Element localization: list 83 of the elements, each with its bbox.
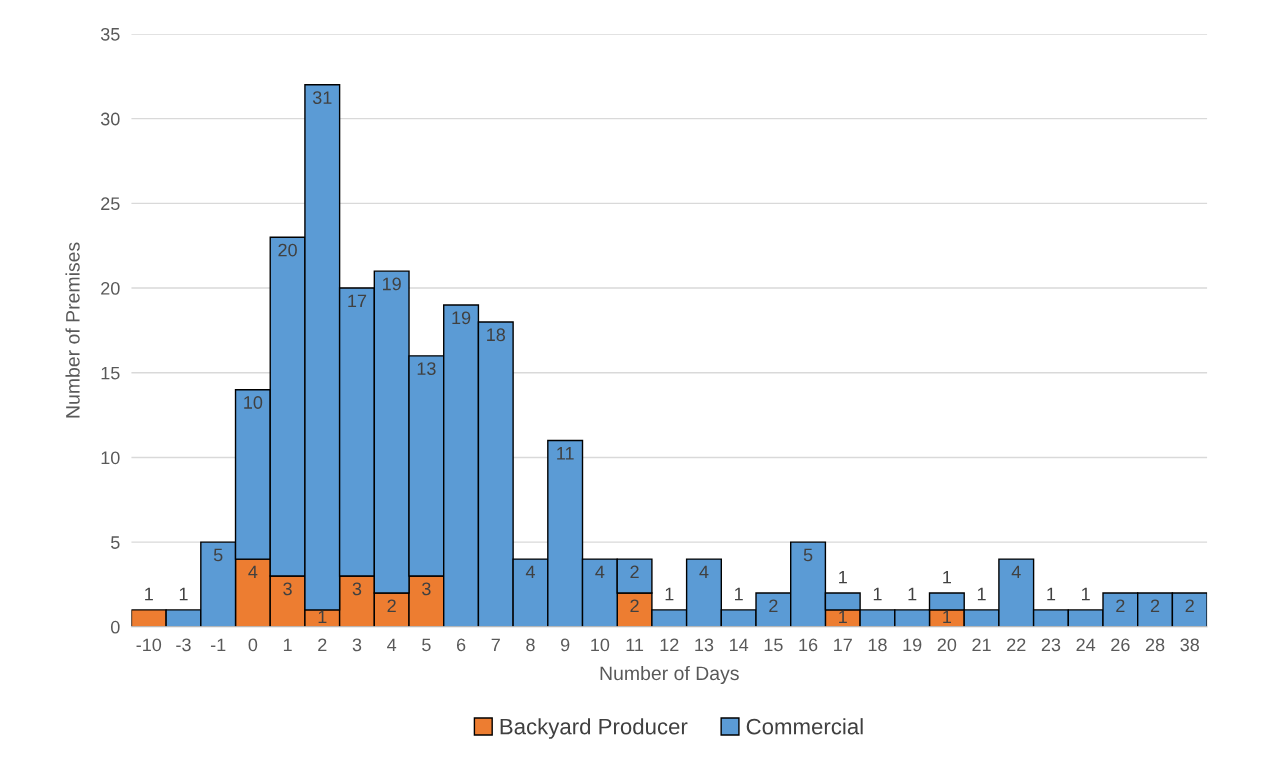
x-tick-label: 11 bbox=[626, 638, 644, 652]
x-tick-label: 38 bbox=[1180, 638, 1199, 652]
y-tick-label: 35 bbox=[100, 27, 120, 41]
x-tick-label: 12 bbox=[660, 638, 679, 652]
data-label: 2 bbox=[630, 565, 639, 579]
y-tick-label: 5 bbox=[111, 536, 120, 549]
data-label: 19 bbox=[383, 277, 401, 291]
data-label: 1 bbox=[943, 610, 951, 624]
y-axis-title: Number of Premises bbox=[65, 242, 80, 418]
data-label: 5 bbox=[213, 548, 223, 562]
y-tick-label: 20 bbox=[101, 282, 120, 295]
data-label: 1 bbox=[977, 587, 986, 601]
x-tick-label: 24 bbox=[1076, 638, 1096, 652]
data-label: 2 bbox=[387, 599, 396, 612]
x-tick-label: 10 bbox=[591, 638, 610, 652]
x-tick-label: 4 bbox=[387, 638, 397, 652]
x-tick-label: 2 bbox=[318, 638, 327, 652]
x-tick-label: 0 bbox=[248, 638, 258, 652]
x-tick-label: -10 bbox=[136, 638, 162, 652]
data-label: 2 bbox=[630, 599, 639, 612]
data-label: 2 bbox=[1185, 599, 1194, 612]
data-label: 4 bbox=[595, 565, 605, 579]
data-label: 1 bbox=[318, 610, 327, 624]
data-label: 19 bbox=[452, 311, 471, 325]
x-tick-label: 6 bbox=[456, 638, 466, 652]
data-label: 3 bbox=[422, 582, 431, 596]
x-tick-label: 8 bbox=[526, 638, 535, 652]
legend-label: Backyard Producer bbox=[500, 718, 688, 739]
data-label: 17 bbox=[348, 294, 367, 308]
x-tick-label: 16 bbox=[799, 638, 818, 652]
data-label: 2 bbox=[769, 599, 778, 612]
y-tick-label: 10 bbox=[101, 451, 120, 465]
x-tick-label: 5 bbox=[422, 638, 431, 652]
data-label: 11 bbox=[557, 447, 574, 460]
data-label: 13 bbox=[417, 362, 436, 376]
data-label: 1 bbox=[735, 587, 743, 601]
data-label: 1 bbox=[1082, 587, 1090, 601]
data-label: 3 bbox=[283, 582, 292, 596]
data-label: 1 bbox=[908, 587, 917, 601]
data-label: 5 bbox=[803, 548, 813, 562]
data-label: 4 bbox=[699, 565, 709, 579]
x-tick-label: 1 bbox=[283, 638, 292, 652]
data-label: 18 bbox=[487, 328, 506, 342]
data-label: 1 bbox=[1047, 587, 1056, 601]
x-tick-label: 23 bbox=[1041, 638, 1061, 652]
data-label: 3 bbox=[352, 582, 362, 596]
data-label: 1 bbox=[665, 587, 674, 601]
x-tick-label: 9 bbox=[560, 638, 570, 652]
x-tick-label: 3 bbox=[352, 638, 362, 652]
x-tick-label: 15 bbox=[764, 638, 783, 652]
y-tick-label: 30 bbox=[100, 112, 120, 126]
x-tick-label: 17 bbox=[834, 638, 852, 652]
data-label: 1 bbox=[145, 587, 153, 601]
data-label: 31 bbox=[312, 91, 332, 104]
x-tick-label: 7 bbox=[491, 638, 500, 652]
data-label: 2 bbox=[1116, 599, 1125, 612]
y-tick-label: 15 bbox=[101, 366, 120, 380]
x-tick-label: 22 bbox=[1007, 638, 1026, 652]
data-label: 2 bbox=[1150, 599, 1160, 612]
data-label: 4 bbox=[525, 565, 535, 579]
x-tick-label: 13 bbox=[695, 638, 714, 652]
x-tick-label: 21 bbox=[972, 638, 991, 652]
data-label: 1 bbox=[839, 610, 847, 624]
x-tick-label: 18 bbox=[868, 638, 887, 652]
data-label: 20 bbox=[278, 243, 297, 257]
data-label: 1 bbox=[839, 570, 847, 584]
x-tick-label: 14 bbox=[730, 638, 749, 652]
data-label: 4 bbox=[1011, 565, 1021, 579]
data-label: 10 bbox=[244, 396, 263, 409]
legend-label: Commercial bbox=[746, 718, 863, 735]
y-tick-label: 0 bbox=[110, 620, 120, 634]
data-label: 4 bbox=[248, 565, 258, 579]
data-label: 1 bbox=[943, 570, 951, 584]
x-tick-label: -1 bbox=[210, 638, 226, 652]
x-tick-label: 19 bbox=[903, 638, 922, 652]
data-label: 1 bbox=[179, 587, 188, 601]
x-tick-label: 26 bbox=[1111, 638, 1130, 652]
x-tick-label: -3 bbox=[176, 638, 191, 652]
y-tick-label: 25 bbox=[101, 197, 120, 211]
data-label: 1 bbox=[873, 587, 882, 601]
x-axis-title: Number of Days bbox=[600, 665, 739, 685]
x-tick-label: 28 bbox=[1145, 638, 1165, 652]
x-tick-label: 20 bbox=[937, 638, 957, 652]
